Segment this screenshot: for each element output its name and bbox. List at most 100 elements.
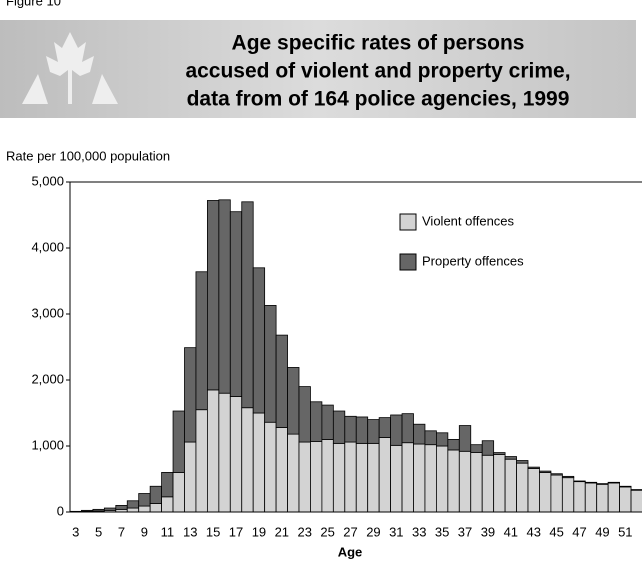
x-tick-label: 35: [435, 524, 449, 539]
y-axis-label: Rate per 100,000 population: [6, 148, 170, 163]
bar-segment: [596, 483, 609, 513]
bar-segment: [161, 471, 174, 498]
bar-segment: [458, 450, 472, 513]
bar-segment: [126, 507, 140, 513]
x-tick-label: 51: [618, 524, 632, 539]
legend-swatch: [399, 213, 417, 231]
bar-segment: [332, 442, 346, 513]
bar-segment: [138, 505, 151, 513]
bar-segment: [264, 305, 277, 423]
bar-segment: [229, 211, 243, 397]
x-tick-label: 29: [366, 524, 380, 539]
bar-segment: [504, 456, 517, 460]
bar-segment: [539, 470, 552, 473]
bar-segment: [619, 485, 632, 488]
bar-segment: [298, 386, 311, 443]
bar-segment: [527, 466, 540, 469]
bar-segment: [264, 421, 277, 513]
bar-segment: [321, 438, 334, 513]
bar-segment: [458, 425, 472, 452]
x-tick-label: 39: [481, 524, 495, 539]
x-tick-label: 21: [275, 524, 289, 539]
bar-segment: [367, 442, 380, 513]
bar-segment: [596, 483, 609, 485]
chart-title: data from of 164 police agencies, 1999: [187, 88, 570, 111]
x-tick-label: 41: [504, 524, 518, 539]
bar-segment: [367, 419, 380, 444]
bar-segment: [92, 508, 105, 512]
bar-segment: [310, 440, 323, 513]
bar-segment: [252, 267, 266, 414]
bar-segment: [172, 471, 185, 513]
bar-segment: [401, 442, 414, 513]
bar-segment: [470, 452, 483, 513]
x-axis-label: Age: [338, 544, 363, 559]
bar-segment: [332, 410, 346, 444]
legend-label: Violent offences: [422, 213, 515, 228]
figure-label: Figure 10: [6, 0, 61, 8]
bar-segment: [275, 427, 288, 513]
bar-segment: [573, 480, 586, 483]
x-tick-label: 17: [229, 524, 243, 539]
bar-segment: [241, 407, 254, 513]
bar-segment: [390, 444, 403, 513]
bar-segment: [172, 410, 185, 473]
bar-segment: [275, 334, 288, 428]
x-tick-label: 5: [95, 524, 102, 539]
chart-title: accused of violent and property crime,: [185, 60, 570, 83]
bar-segment: [493, 454, 506, 513]
bar-segment: [184, 441, 197, 513]
bar-segment: [206, 389, 220, 513]
bar-segment: [149, 485, 162, 504]
bar-segment: [504, 458, 517, 513]
bar-segment: [435, 432, 449, 447]
bar-segment: [355, 416, 369, 444]
x-tick-label: 49: [595, 524, 609, 539]
bar-segment: [573, 481, 586, 513]
bar-segment: [195, 271, 208, 411]
x-tick-label: 31: [389, 524, 403, 539]
bar-segment: [561, 477, 575, 513]
y-tick-label: 4,000: [31, 239, 64, 254]
maple-leaf-icon: [22, 32, 118, 104]
bar-segment: [584, 482, 598, 513]
bar-segment: [481, 454, 495, 513]
bar-segment: [344, 441, 357, 513]
bar-segment: [413, 423, 426, 445]
bar-segment: [527, 468, 540, 513]
x-tick-label: 43: [526, 524, 540, 539]
x-tick-label: 9: [141, 524, 148, 539]
chart-title: Age specific rates of persons: [232, 32, 525, 55]
bar-segment: [424, 444, 437, 513]
bar-segment: [355, 442, 369, 513]
x-tick-label: 27: [343, 524, 357, 539]
bar-segment: [298, 441, 311, 513]
y-tick-label: 1,000: [31, 437, 64, 452]
y-tick-label: 5,000: [31, 173, 64, 188]
bar-segment: [287, 433, 300, 513]
bar-segment: [149, 503, 162, 513]
bar-segment: [103, 507, 117, 511]
bar-segment: [413, 443, 426, 513]
bar-segment: [607, 482, 621, 513]
bar-segment: [138, 493, 151, 507]
bar-segment: [287, 367, 300, 435]
bar-segment: [378, 417, 391, 438]
legend-swatch: [399, 253, 417, 271]
bar-segment: [115, 504, 128, 510]
bar-segment: [630, 489, 642, 491]
y-tick-label: 3,000: [31, 305, 64, 320]
x-tick-label: 7: [118, 524, 125, 539]
bar-segment: [619, 486, 632, 513]
bar-segment: [516, 462, 529, 513]
bar-segment: [550, 474, 563, 513]
x-tick-label: 15: [206, 524, 220, 539]
bar-segment: [241, 201, 254, 409]
bar-segment: [516, 460, 529, 464]
x-tick-label: 45: [549, 524, 563, 539]
x-tick-label: 33: [412, 524, 426, 539]
bar-segment: [81, 509, 94, 512]
bar-segment: [550, 473, 563, 476]
bar-segment: [184, 347, 197, 443]
